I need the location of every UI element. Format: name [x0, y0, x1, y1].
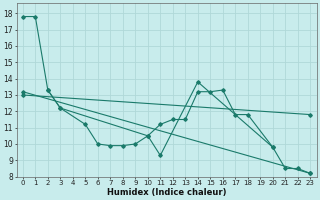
X-axis label: Humidex (Indice chaleur): Humidex (Indice chaleur) — [107, 188, 226, 197]
